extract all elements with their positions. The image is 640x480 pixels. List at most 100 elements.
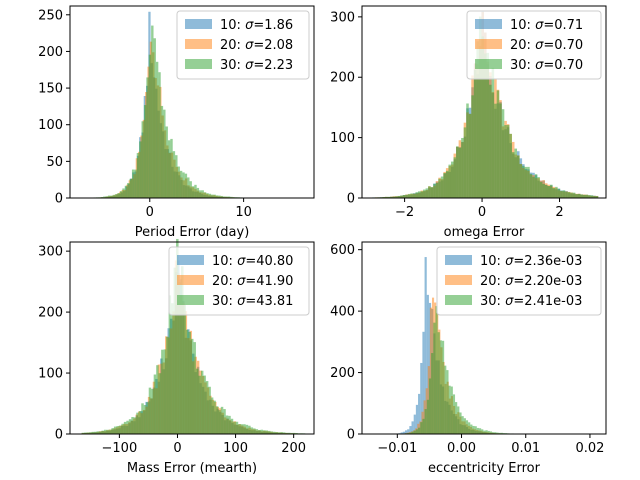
hist-bar (468, 422, 471, 434)
y-tick-label: 100 (38, 118, 63, 133)
x-tick-label: 10 (235, 205, 252, 220)
hist-bar (193, 342, 196, 434)
hist-bar (235, 421, 239, 434)
hist-bar (151, 25, 154, 198)
hist-bar (210, 397, 214, 434)
hist-bar (557, 188, 561, 198)
y-tick-label: 50 (46, 155, 63, 170)
y-tick-label: 200 (38, 45, 63, 60)
hist-bar (494, 103, 497, 198)
hist-bar (134, 169, 137, 198)
hist-bar (233, 421, 236, 434)
hist-bar (572, 192, 576, 198)
hist-bar (94, 431, 97, 434)
y-tick-label: 200 (38, 306, 63, 321)
hist-bar (195, 368, 199, 434)
hist-bar (124, 185, 128, 198)
hist-bar (168, 295, 172, 434)
hist-bar (567, 192, 571, 198)
x-tick-label: 200 (281, 441, 306, 456)
legend-label: 10: σ=40.80 (212, 254, 293, 269)
legend-swatch (445, 275, 472, 285)
hist-bar (459, 412, 462, 434)
hist-bar (450, 161, 454, 198)
y-tick-label: 600 (330, 243, 355, 258)
hist-bar (585, 194, 589, 198)
hist-bar (504, 125, 507, 198)
hist-bar (253, 428, 256, 434)
hist-bar (141, 121, 144, 198)
hist-bar (183, 304, 186, 434)
x-tick-label: 0.00 (447, 441, 476, 456)
hist-bar (461, 416, 464, 434)
axes-frame (69, 241, 315, 435)
hist-bar (187, 177, 190, 198)
hist-bar (260, 429, 264, 434)
hist-bar (213, 400, 216, 434)
hist-bar (116, 426, 119, 434)
hist-bar (101, 430, 104, 434)
hist-bar (163, 109, 166, 198)
hist-bar (228, 415, 231, 434)
hist-bar (173, 267, 177, 434)
axes-frame (361, 241, 607, 435)
hist-bar (392, 196, 396, 198)
hist-bar (265, 430, 269, 434)
hist-bar (220, 406, 224, 434)
hist-bar (238, 424, 241, 434)
hist-bar (489, 431, 493, 434)
hist-bar (580, 194, 584, 198)
hist-bar (215, 406, 219, 434)
hist-bar (129, 178, 132, 198)
y-tick-label: 150 (38, 82, 63, 97)
legend-swatch (475, 39, 502, 49)
hist-bar (141, 403, 144, 434)
hist-bar (431, 353, 434, 434)
hist-bar (175, 155, 178, 198)
hist-series-3 (369, 16, 599, 199)
hist-bar (476, 427, 479, 434)
legend-label: 30: σ=0.70 (510, 58, 583, 73)
hist-bar (439, 340, 442, 434)
legend-swatch (445, 295, 472, 305)
hist-bar (191, 186, 195, 198)
hist-bar (179, 170, 183, 198)
hist-bar (577, 193, 581, 198)
hist-bar (177, 166, 180, 198)
hist-bar (176, 238, 179, 434)
hist-bar (415, 429, 419, 434)
hist-bar (263, 430, 266, 434)
y-tick-label: 250 (38, 8, 63, 23)
hist-bar (496, 432, 499, 434)
hist-bar (486, 52, 490, 198)
hist-bar (285, 432, 288, 434)
legend-swatch (177, 275, 204, 285)
hist-bar (136, 412, 139, 434)
hist-bar (501, 109, 505, 198)
hist-bar (409, 432, 412, 434)
hist-bar (146, 402, 149, 434)
hist-bar (121, 423, 124, 434)
hist-bar (138, 411, 142, 434)
hist-bar (424, 409, 427, 434)
hist-bar (211, 194, 214, 198)
hist-bar (415, 192, 418, 198)
hist-bar (220, 195, 224, 198)
legend-label: 30: σ=2.41e-03 (480, 294, 582, 309)
legend-label: 10: σ=2.36e-03 (480, 254, 582, 269)
hist-bar (570, 192, 573, 198)
hist-bar (107, 195, 111, 198)
hist-bar (181, 266, 184, 434)
hist-bar (223, 409, 226, 434)
hist-bar (143, 405, 147, 434)
hist-bar (499, 103, 502, 198)
hist-bar (411, 421, 414, 434)
hist-bar (122, 188, 125, 198)
hist-bar (539, 182, 543, 198)
hist-bar (483, 430, 486, 434)
hist-bar (198, 375, 201, 434)
y-tick-label: 0 (347, 428, 355, 443)
hist-bar (123, 421, 127, 434)
hist-bar (517, 155, 520, 198)
x-axis-label: Mass Error (mearth) (127, 461, 257, 476)
